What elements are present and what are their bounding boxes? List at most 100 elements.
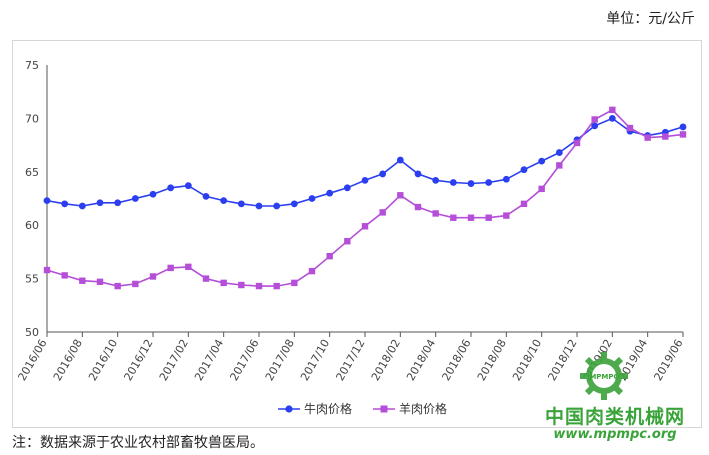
beef-data-point (679, 123, 687, 131)
beef-data-point (520, 166, 528, 174)
mutton-data-point (644, 134, 651, 141)
chart-frame: 50 55 60 65 70 75 2016/06 2016/08 2016/10 2016/12… (12, 40, 702, 428)
mutton-data-point (361, 223, 369, 230)
beef-data-point (608, 115, 616, 122)
x-tick-label: 2017/04 (192, 337, 226, 383)
x-tick-label: 2017/08 (263, 337, 297, 383)
beef-data-point (149, 190, 157, 198)
watermark-url: www.mpmpc.org (553, 427, 677, 442)
mutton-data-point (556, 162, 563, 169)
x-tick-label: 2018/08 (475, 337, 509, 383)
mutton-data-point (149, 273, 157, 280)
beef-data-point (96, 199, 104, 207)
beef-data-point (308, 195, 316, 202)
mutton-data-point (626, 124, 634, 132)
mutton-data-point (679, 131, 687, 138)
mutton-data-point (238, 281, 245, 289)
mutton-data-point (308, 267, 316, 275)
x-tick-label: 2017/12 (333, 337, 367, 383)
y-tick-label: 55 (25, 273, 39, 286)
beef-data-point (131, 195, 139, 202)
mutton-data-point (662, 133, 669, 140)
y-tick-label: 60 (25, 219, 39, 232)
beef-data-point (361, 176, 369, 184)
mutton-data-point (609, 106, 616, 114)
mutton-data-point (414, 203, 422, 211)
mutton-data-point (344, 238, 351, 245)
gear-logo-icon: MPMPC (580, 352, 628, 400)
legend-label: 牛肉价格 (304, 401, 352, 416)
x-tick-label: 2016/10 (86, 337, 120, 383)
beef-data-point (396, 156, 404, 164)
beef-data-point (555, 149, 563, 156)
beef-data-point (290, 200, 298, 208)
mutton-data-point (397, 192, 404, 199)
x-tick-label: 2016/12 (121, 337, 155, 383)
legend-label: 羊肉价格 (399, 401, 447, 416)
beef-data-point (485, 179, 493, 186)
beef-data-point (78, 202, 86, 210)
x-tick-label: 2018/06 (439, 337, 473, 383)
mutton-data-point (485, 214, 492, 221)
beef-data-point (591, 122, 599, 130)
legend-marker-beef (285, 405, 293, 413)
beef-data-point (43, 197, 51, 205)
unit-label: 单位：元/公斤 (606, 11, 695, 27)
mutton-data-point (538, 185, 545, 193)
mutton-data-point (573, 139, 581, 147)
mutton-data-point (79, 277, 86, 284)
mutton-data-point (591, 116, 598, 123)
footnote: 注：数据来源于农业农村部畜牧兽医局。 (12, 435, 264, 451)
beef-data-point (414, 170, 422, 178)
beef-data-point (538, 157, 546, 165)
mutton-data-point (379, 209, 386, 216)
beef-data-point (273, 202, 281, 210)
mutton-data-point (520, 200, 528, 208)
beef-data-point (202, 192, 210, 200)
beef-data-point (326, 189, 334, 197)
x-tick-label: 2018/04 (404, 337, 438, 383)
mutton-data-point (185, 263, 192, 271)
legend-marker-mutton (380, 405, 388, 413)
beef-data-point (255, 202, 263, 210)
beef-data-point (220, 197, 228, 205)
beef-data-point (61, 200, 69, 208)
watermark-title: 中国肉类机械网 (544, 406, 685, 428)
watermark: MPMPC 中国肉类机械网 www.mpmpc.org (530, 350, 700, 445)
x-tick-label: 2018/02 (369, 337, 403, 383)
x-tick-label: 2017/02 (157, 337, 191, 383)
mutton-data-point (114, 282, 121, 290)
line-chart: 50 55 60 65 70 75 2016/06 2016/08 2016/10 2016/12… (15, 59, 687, 416)
beef-data-point (432, 176, 440, 184)
x-tick-label: 2016/08 (51, 337, 85, 383)
mutton-data-point (291, 279, 298, 287)
mutton-data-point (132, 280, 139, 288)
mutton-data-point (326, 252, 333, 260)
watermark-logo-text: MPMPC (589, 373, 618, 381)
mutton-data-point (503, 212, 510, 219)
beef-data-point (237, 200, 245, 208)
mutton-data-point (432, 210, 439, 217)
beef-data-point (343, 184, 351, 192)
beef-data-point (502, 175, 510, 183)
mutton-data-point (255, 282, 263, 290)
beef-data-point (167, 184, 175, 192)
y-tick-label: 50 (25, 326, 39, 339)
mutton-data-point (273, 282, 280, 290)
x-tick-label: 2016/06 (15, 337, 49, 383)
y-tick-label: 70 (25, 112, 39, 125)
beef-data-point (449, 179, 457, 186)
mutton-data-point (220, 279, 227, 287)
mutton-data-point (61, 272, 68, 279)
series-line-beef (46, 117, 684, 207)
beef-data-point (379, 170, 387, 178)
y-tick-label: 65 (25, 166, 39, 179)
beef-data-point (467, 180, 475, 187)
mutton-data-point (96, 278, 104, 286)
y-tick-label: 75 (25, 59, 39, 72)
series-line-mutton (46, 108, 684, 287)
mutton-data-point (167, 264, 174, 272)
mutton-data-point (450, 214, 457, 221)
mutton-data-point (202, 275, 210, 282)
mutton-data-point (43, 266, 51, 274)
